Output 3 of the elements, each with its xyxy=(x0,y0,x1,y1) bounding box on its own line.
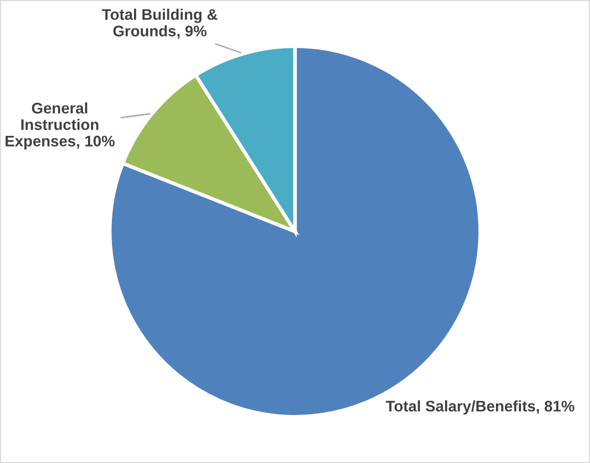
slice-label: Total Building & Grounds, 9% xyxy=(102,8,218,39)
slice-label: Total Salary/Benefits, 81% xyxy=(386,400,574,415)
slice-label: General Instruction Expenses, 10% xyxy=(6,102,115,150)
